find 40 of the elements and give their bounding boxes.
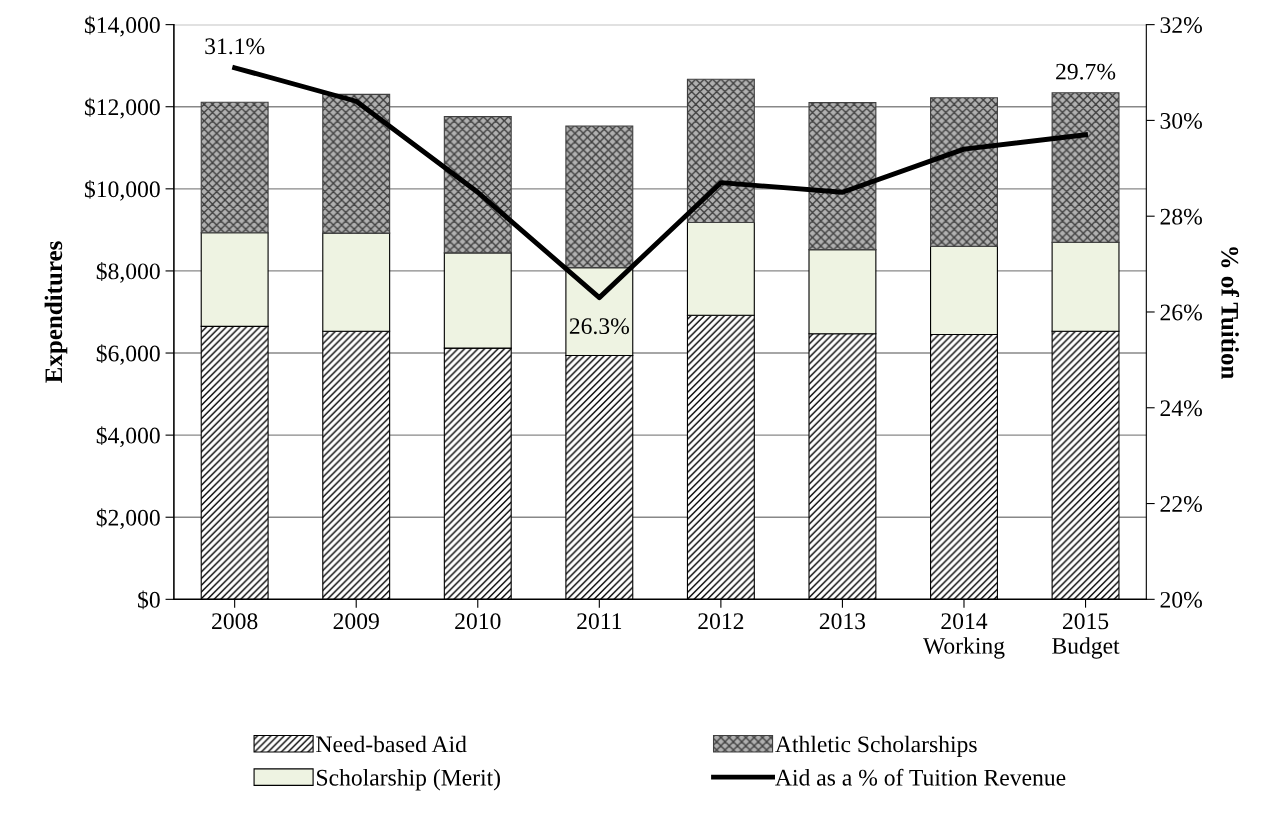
- bar: [808, 102, 877, 251]
- legend-label: Scholarship (Merit): [317, 769, 500, 791]
- y-tick-label: $8,000: [96, 262, 160, 283]
- y2-axis-title: % of Tuition: [1221, 247, 1240, 380]
- y2-tick-label: 28%: [1160, 208, 1202, 225]
- y-tick-label: $2,000: [96, 508, 160, 530]
- y-tick-label: $6,000: [96, 344, 160, 365]
- y-tick-label: $10,000: [84, 179, 160, 201]
- legend-label: Aid as a % of Tuition Revenue: [775, 768, 1066, 786]
- bar: [930, 97, 998, 247]
- y2-tick-label: 32%: [1160, 17, 1202, 34]
- y2-tick-label: 30%: [1160, 112, 1202, 129]
- y2-tick-label: 26%: [1160, 304, 1202, 321]
- x-tick-label: 2015 Budget: [1052, 613, 1120, 659]
- data-label: 29.7%: [1056, 63, 1116, 80]
- bar: [443, 116, 512, 254]
- x-tick-label: 2014 Working: [922, 613, 1005, 659]
- data-label: 31.1%: [205, 38, 265, 55]
- bar: [686, 78, 755, 224]
- legend-label: Need-based Aid: [316, 735, 467, 753]
- x-tick-label: 2013: [819, 613, 866, 630]
- x-tick-label: 2010: [455, 613, 501, 630]
- data-label: 26.3%: [569, 318, 630, 335]
- y2-tick-label: 24%: [1160, 400, 1202, 417]
- y-tick-label: $14,000: [84, 15, 160, 37]
- bar: [565, 125, 634, 269]
- y-tick-label: $0: [138, 590, 160, 610]
- x-tick-label: 2008: [212, 613, 258, 630]
- y2-tick-label: 22%: [1160, 496, 1202, 513]
- bar: [200, 101, 269, 234]
- y-axis-title: Expenditures: [44, 241, 68, 383]
- y-tick-label: $12,000: [84, 97, 160, 119]
- x-tick-label: 2009: [333, 613, 379, 630]
- legend-label: Athletic Scholarships: [775, 735, 977, 758]
- bar: [1051, 92, 1120, 243]
- bar: [322, 93, 391, 234]
- y-tick-label: $4,000: [96, 426, 160, 447]
- y2-tick-label: 20%: [1160, 591, 1202, 608]
- x-tick-label: 2011: [577, 613, 622, 630]
- x-tick-label: 2012: [698, 613, 744, 630]
